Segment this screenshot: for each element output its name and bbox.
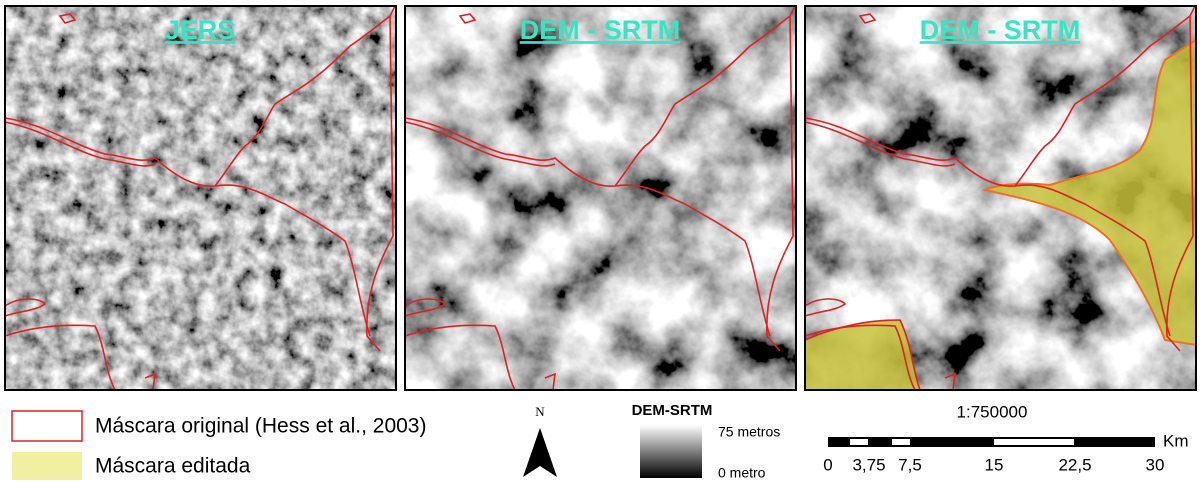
north-arrow: N — [523, 404, 557, 477]
colorbar-title: DEM-SRTM — [632, 402, 713, 419]
colorbar: DEM-SRTM 75 metros 0 metro — [632, 402, 781, 481]
panel-title: DEM - SRTM — [920, 15, 1080, 45]
north-arrow-shape — [523, 428, 557, 477]
colorbar-ramp — [640, 425, 702, 478]
scale-label: 0 — [823, 455, 832, 474]
panel-title: DEM - SRTM — [520, 15, 680, 45]
colorbar-max: 75 metros — [718, 424, 780, 440]
dem-image — [405, 6, 796, 390]
legend-swatch — [12, 452, 82, 480]
scale-bar: 1:750000 Km 0 3,75 7,5 15 22,5 30 — [823, 402, 1188, 474]
legend-swatch — [12, 411, 82, 441]
legend-label: Máscara editada — [95, 455, 251, 478]
page: {"panels": [{"title": "JERS"}, {"title":… — [0, 0, 1202, 482]
panel-title: JERS — [165, 15, 236, 45]
scale-label: 7,5 — [898, 455, 922, 474]
figure: JERS DEM - SRTM DEM - SRTM Máscara origi… — [0, 0, 1202, 482]
north-label: N — [535, 404, 545, 419]
jers-image — [5, 6, 396, 390]
scale-segment — [850, 439, 868, 445]
panel-dem-edited: DEM - SRTM — [805, 6, 1196, 391]
scale-bar-frame — [828, 437, 1155, 447]
colorbar-min: 0 metro — [718, 465, 766, 481]
scale-segment — [892, 439, 910, 445]
scale-label: 15 — [985, 455, 1004, 474]
scale-label: 22,5 — [1058, 455, 1091, 474]
panel-dem: DEM - SRTM — [405, 6, 796, 391]
panel-jers: JERS — [5, 6, 396, 391]
scale-ratio: 1:750000 — [957, 402, 1028, 421]
scale-label: 30 — [1146, 455, 1165, 474]
scale-unit: Km — [1163, 431, 1189, 450]
scale-label: 3,75 — [852, 455, 885, 474]
legend-label: Máscara original (Hess et al., 2003) — [95, 415, 426, 438]
scale-segment — [994, 439, 1074, 445]
legend: Máscara original (Hess et al., 2003) Más… — [12, 411, 426, 480]
